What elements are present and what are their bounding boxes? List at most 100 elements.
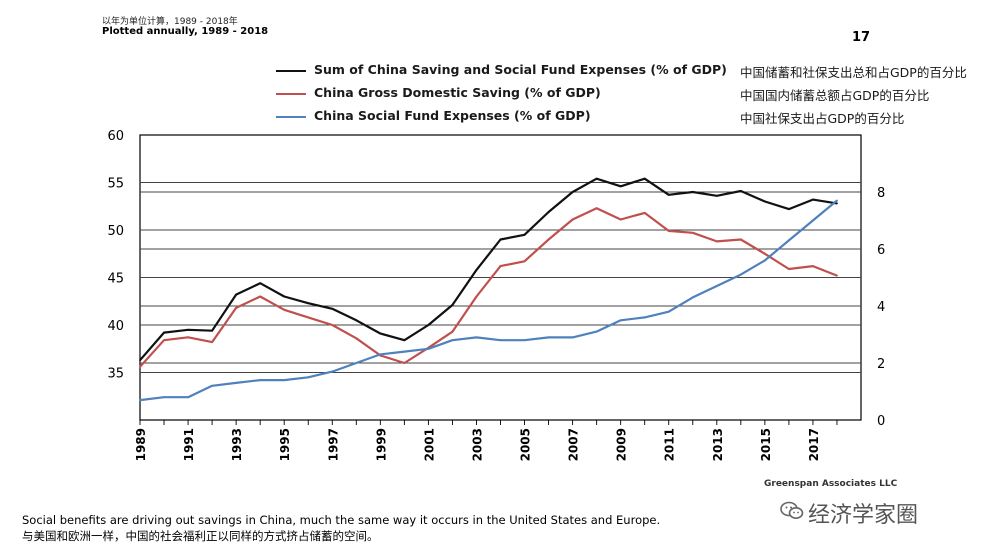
series-0-point [451, 304, 454, 306]
series-2-point [523, 339, 526, 342]
series-2-point [427, 347, 430, 350]
series-0-point [571, 191, 574, 193]
y-right-tick-label: 0 [877, 414, 885, 429]
series-2-point [667, 310, 670, 313]
x-tick-label: 1995 [278, 428, 292, 461]
source-credit: Greenspan Associates LLC [764, 479, 898, 489]
series-0-point [283, 295, 286, 298]
series-line-0 [139, 177, 838, 361]
series-1-point [283, 308, 286, 311]
wechat-icon [780, 500, 804, 526]
series-0-point [211, 329, 214, 332]
y-left-tick-label: 40 [107, 319, 124, 334]
series-0-point [523, 233, 526, 236]
series-1-point [259, 295, 262, 298]
series-2-point [547, 336, 550, 339]
series-1-point [619, 218, 622, 221]
series-0-point [403, 339, 406, 342]
series-0-point [691, 191, 694, 193]
x-tick-label: 1993 [230, 428, 244, 461]
page-number: 17 [852, 30, 871, 45]
series-1-point [451, 330, 454, 333]
series-1-point [403, 362, 406, 364]
y-right-tick-label: 8 [877, 186, 885, 201]
legend-label-social-fund: China Social Fund Expenses (% of GDP) [314, 108, 591, 123]
series-0-point [427, 324, 430, 326]
series-0-point [379, 332, 382, 335]
series-1-point [355, 337, 358, 340]
series-2-point [764, 259, 766, 262]
series-1-point [547, 238, 550, 241]
series-line-1 [139, 207, 838, 368]
series-2-point [403, 350, 406, 353]
x-tick-label: 2001 [422, 428, 436, 461]
series-2-point [691, 296, 694, 299]
series-2-point [259, 379, 262, 381]
series-1-point [691, 231, 694, 234]
legend-cn-social-fund: 中国社保支出占GDP的百分比 [740, 111, 905, 126]
series-1-point [715, 240, 718, 243]
legend-label-saving: China Gross Domestic Saving (% of GDP) [314, 85, 601, 100]
series-1-point [571, 218, 574, 221]
series-0-point [331, 307, 334, 310]
series-1-point [307, 316, 310, 319]
series-1-point [643, 212, 646, 214]
series-0-point [812, 198, 814, 201]
series-0-point [547, 211, 550, 213]
legend-cn-sum: 中国储蓄和社保支出总和占GDP的百分比 [740, 65, 967, 80]
series-1-point [812, 265, 814, 267]
series-0-point [788, 208, 790, 211]
series-0-point [739, 190, 742, 192]
y-left-tick-label: 60 [107, 129, 124, 144]
series-2-point [812, 219, 814, 222]
series-2-point [739, 273, 742, 276]
series-1-point [187, 336, 190, 339]
y-left-tick-label: 45 [107, 272, 124, 287]
series-0-point [139, 359, 141, 362]
y-left-tick-label: 55 [107, 177, 124, 192]
series-2-point [235, 382, 238, 384]
series-0-point [595, 177, 598, 180]
series-2-point [619, 319, 622, 322]
line-chart: 60 55 50 45 40 35 8 6 4 2 0 1989 1991 1993 1995 1997 199… [107, 129, 885, 461]
x-tick-label: 2015 [759, 428, 773, 461]
series-0-point [836, 202, 838, 205]
series-1-point [211, 341, 214, 343]
series-0-point [764, 200, 766, 203]
series-2-point [379, 353, 382, 356]
y-left-tick-label: 35 [107, 367, 124, 382]
legend-cn-saving: 中国国内储蓄总额占GDP的百分比 [740, 88, 930, 103]
series-line-2 [139, 199, 838, 402]
subtitle-cn: 以年为单位计算，1989 - 2018年 [102, 17, 238, 27]
y-right-tick-label: 4 [877, 300, 885, 315]
x-tick-label: 2003 [470, 428, 484, 461]
x-tick-label: 2011 [663, 428, 677, 461]
series-2-point [836, 199, 838, 202]
x-tick-label: 1991 [182, 428, 196, 461]
legend-swatch-sum [276, 70, 306, 72]
series-0-point [187, 328, 190, 331]
series-0-point [355, 319, 358, 322]
y-left-tick-label: 50 [107, 224, 124, 239]
series-0-point [643, 177, 646, 180]
caption-en: Social benefits are driving out savings … [22, 513, 661, 527]
x-tick-label: 2017 [807, 428, 821, 461]
y-right-tick-label: 6 [877, 243, 885, 258]
series-2-point [571, 336, 574, 339]
series-1-point [163, 339, 165, 342]
series-1-point [499, 265, 502, 267]
series-1-point [667, 230, 670, 232]
x-tick-label: 2013 [711, 428, 725, 461]
x-tick-label: 1989 [134, 428, 148, 461]
series-2-point [163, 396, 165, 399]
x-tick-label: 1997 [326, 428, 340, 461]
series-0-point [163, 331, 165, 334]
series-2-point [283, 379, 286, 381]
y-right-tick-label: 2 [877, 357, 885, 372]
series-2-point [451, 339, 454, 342]
series-2-point [355, 362, 358, 364]
series-2-point [788, 239, 790, 242]
series-1-point [788, 268, 790, 270]
series-1-point [739, 238, 742, 241]
series-1-point [139, 365, 141, 368]
